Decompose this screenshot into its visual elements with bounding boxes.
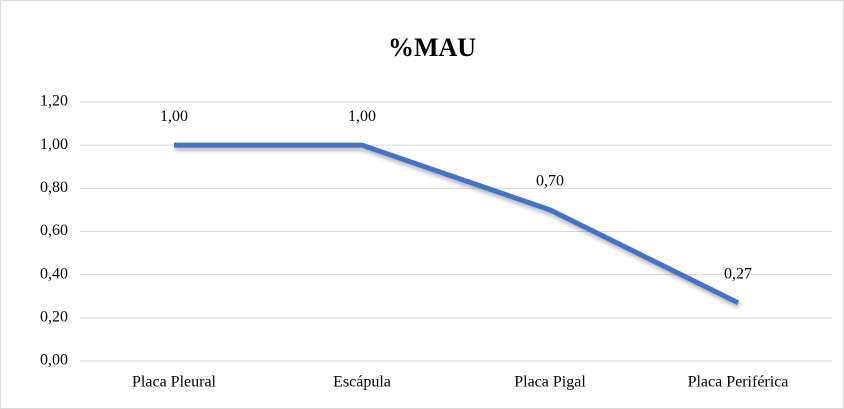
y-tick-label: 0,80: [40, 179, 68, 196]
data-label: 1,00: [348, 108, 376, 125]
y-tick-label: 0,60: [40, 222, 68, 239]
x-tick-label: Placa Periférica: [688, 374, 789, 391]
y-tick-label: 0,40: [40, 265, 68, 282]
x-tick-label: Placa Pigal: [514, 374, 586, 391]
series-line: [174, 142, 740, 305]
data-label: 0,27: [724, 265, 752, 282]
y-tick-label: 0,00: [40, 352, 68, 369]
x-tick-label: Placa Pleural: [132, 374, 217, 391]
data-label: 0,70: [536, 173, 564, 190]
data-label: 1,00: [160, 108, 188, 125]
y-tick-label: 1,20: [40, 93, 68, 110]
y-tick-label: 1,00: [40, 136, 68, 153]
chart-title: %MAU: [388, 33, 476, 62]
x-tick-label: Escápula: [333, 374, 391, 391]
y-tick-label: 0,20: [40, 309, 68, 326]
